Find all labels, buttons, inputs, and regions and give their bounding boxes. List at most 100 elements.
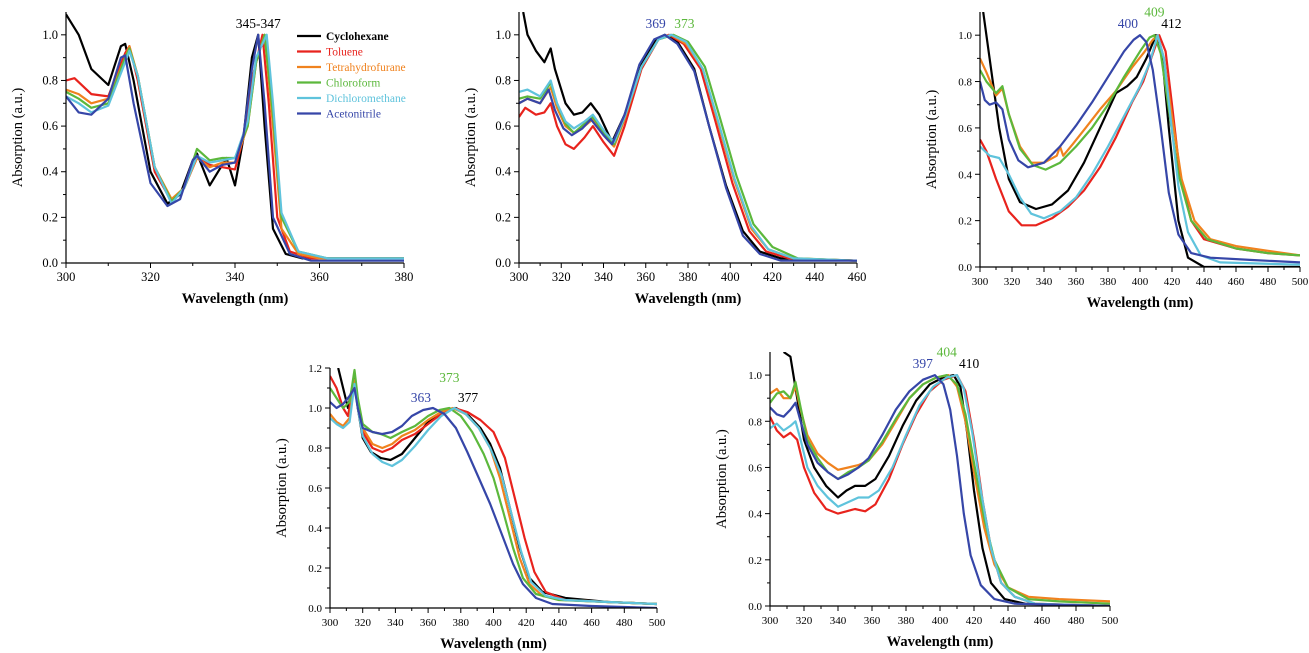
y-tick-label: 0.4 [42,165,58,179]
chart-panel-1: 300 320 340 360 380 0.0 0.2 0.4 0.6 0.8 1.0 Wavelen… [10,12,413,307]
x-tick-label: 300 [322,617,339,629]
y-tick-label: 0.2 [42,210,58,224]
series-line-tetrahydrofurane [330,378,657,606]
x-tick-label: 380 [395,270,414,284]
y-tick-label: 0.8 [748,416,762,428]
x-tick-label: 320 [796,615,813,627]
peak-annotation: 373 [674,16,695,31]
series-line-toluene [980,34,1300,257]
series-line-cyclohexane [337,368,657,606]
x-tick-label: 440 [805,270,824,284]
peak-annotation: 400 [1118,16,1139,31]
y-tick-label: 0.6 [958,123,972,135]
series-line-tetrahydrofurane [980,34,1300,257]
y-tick-label: 0.4 [308,523,322,535]
legend: Cyclohexane Toluene Tetrahydrofurane Chloro… [297,31,406,121]
x-tick-label: 360 [636,270,655,284]
x-axis-label: Wavelength (nm) [440,636,547,652]
x-tick-label: 300 [972,276,989,288]
x-tick-label: 360 [1068,276,1085,288]
x-tick-label: 460 [583,617,600,629]
series-line-toluene [519,33,857,262]
y-tick-label: 1.0 [42,28,58,42]
x-tick-label: 360 [420,617,437,629]
x-tick-label: 440 [1196,276,1213,288]
x-tick-label: 480 [616,617,633,629]
peak-annotation: 412 [1161,16,1181,31]
y-axis-label: Absorption (a.u.) [463,88,479,188]
series-line-acetonitrile [980,34,1300,264]
series-line-chloroform [980,34,1300,257]
series-line-cyclohexane [982,12,1300,267]
x-tick-label: 500 [1292,276,1309,288]
y-tick-label: 0.0 [42,256,58,270]
peak-annotation: 397 [913,356,934,371]
series-line-dichloromethane [770,374,1110,606]
legend-label-acetonitrile: Acetonitrile [326,109,381,121]
peak-annotation: 410 [959,356,980,371]
x-tick-label: 380 [898,615,915,627]
x-tick-label: 300 [510,270,529,284]
y-axis-label: Absorption (a.u.) [714,429,730,529]
y-tick-label: 0.0 [495,256,511,270]
x-tick-label: 480 [1260,276,1277,288]
x-tick-label: 360 [864,615,881,627]
y-tick-label: 0.0 [958,262,972,274]
series-line-acetonitrile [66,33,404,262]
y-tick-label: 0.8 [495,73,511,87]
legend-label-tetrahydrofurane: Tetrahydrofurane [326,62,406,74]
x-tick-label: 320 [141,270,160,284]
y-tick-label: 0.2 [958,216,972,228]
y-tick-label: 0.2 [495,210,511,224]
chart-panel-5: 300 320 340 360 380 400 420 440 460 480 500 0.0 0.2 0… [714,345,1119,650]
y-tick-label: 0.8 [42,73,58,87]
x-tick-label: 440 [551,617,568,629]
y-tick-label: 0.6 [42,119,58,133]
x-tick-label: 400 [721,270,740,284]
legend-label-dichloromethane: Dichloromethane [326,93,406,105]
x-axis-label: Wavelength (nm) [635,291,742,307]
x-tick-label: 480 [1068,615,1085,627]
y-tick-label: 1.0 [958,30,972,42]
y-axis-label: Absorption (a.u.) [924,90,940,190]
x-tick-label: 420 [763,270,782,284]
x-tick-label: 500 [649,617,666,629]
x-tick-label: 320 [354,617,371,629]
x-tick-label: 420 [518,617,535,629]
x-tick-label: 360 [310,270,329,284]
legend-label-toluene: Toluene [326,47,363,59]
chart-panel-2: 300 320 340 360 380 400 420 440 460 0.0 0.2 0.4 0.6 0… [463,12,866,307]
x-axis-label: Wavelength (nm) [887,634,994,650]
y-tick-label: 1.0 [308,403,322,415]
y-tick-label: 0.2 [748,555,762,567]
series-line-cyclohexane [782,352,1110,606]
x-tick-label: 340 [387,617,404,629]
y-axis-label: Absorption (a.u.) [10,88,26,188]
chart-panel-4: 300 320 340 360 380 400 420 440 460 480 500 0.0 0.2 0… [274,363,666,652]
y-tick-label: 0.4 [748,509,762,521]
x-tick-label: 500 [1102,615,1119,627]
y-tick-label: 1.0 [495,28,511,42]
x-tick-label: 300 [762,615,779,627]
chart-panel-3: 300 320 340 360 380 400 420 440 460 480 500 0.0 0.2 0… [924,5,1309,311]
x-tick-label: 340 [226,270,245,284]
y-tick-label: 0.6 [748,462,762,474]
series-line-acetonitrile [519,33,857,262]
x-axis-label: Wavelength (nm) [182,291,289,307]
x-tick-label: 400 [932,615,949,627]
x-tick-label: 400 [1132,276,1149,288]
x-tick-label: 340 [1036,276,1053,288]
series-line-chloroform [330,368,657,606]
x-tick-label: 420 [1164,276,1181,288]
peak-annotation: 409 [1144,5,1165,20]
x-tick-label: 340 [830,615,847,627]
x-tick-label: 420 [966,615,983,627]
y-tick-label: 1.0 [748,370,762,382]
y-tick-label: 0.0 [748,601,762,613]
x-tick-label: 460 [848,270,867,284]
series-line-acetonitrile [770,374,1110,606]
y-tick-label: 0.6 [308,483,322,495]
series-line-toluene [330,375,657,606]
legend-label-chloroform: Chloroform [326,78,380,90]
